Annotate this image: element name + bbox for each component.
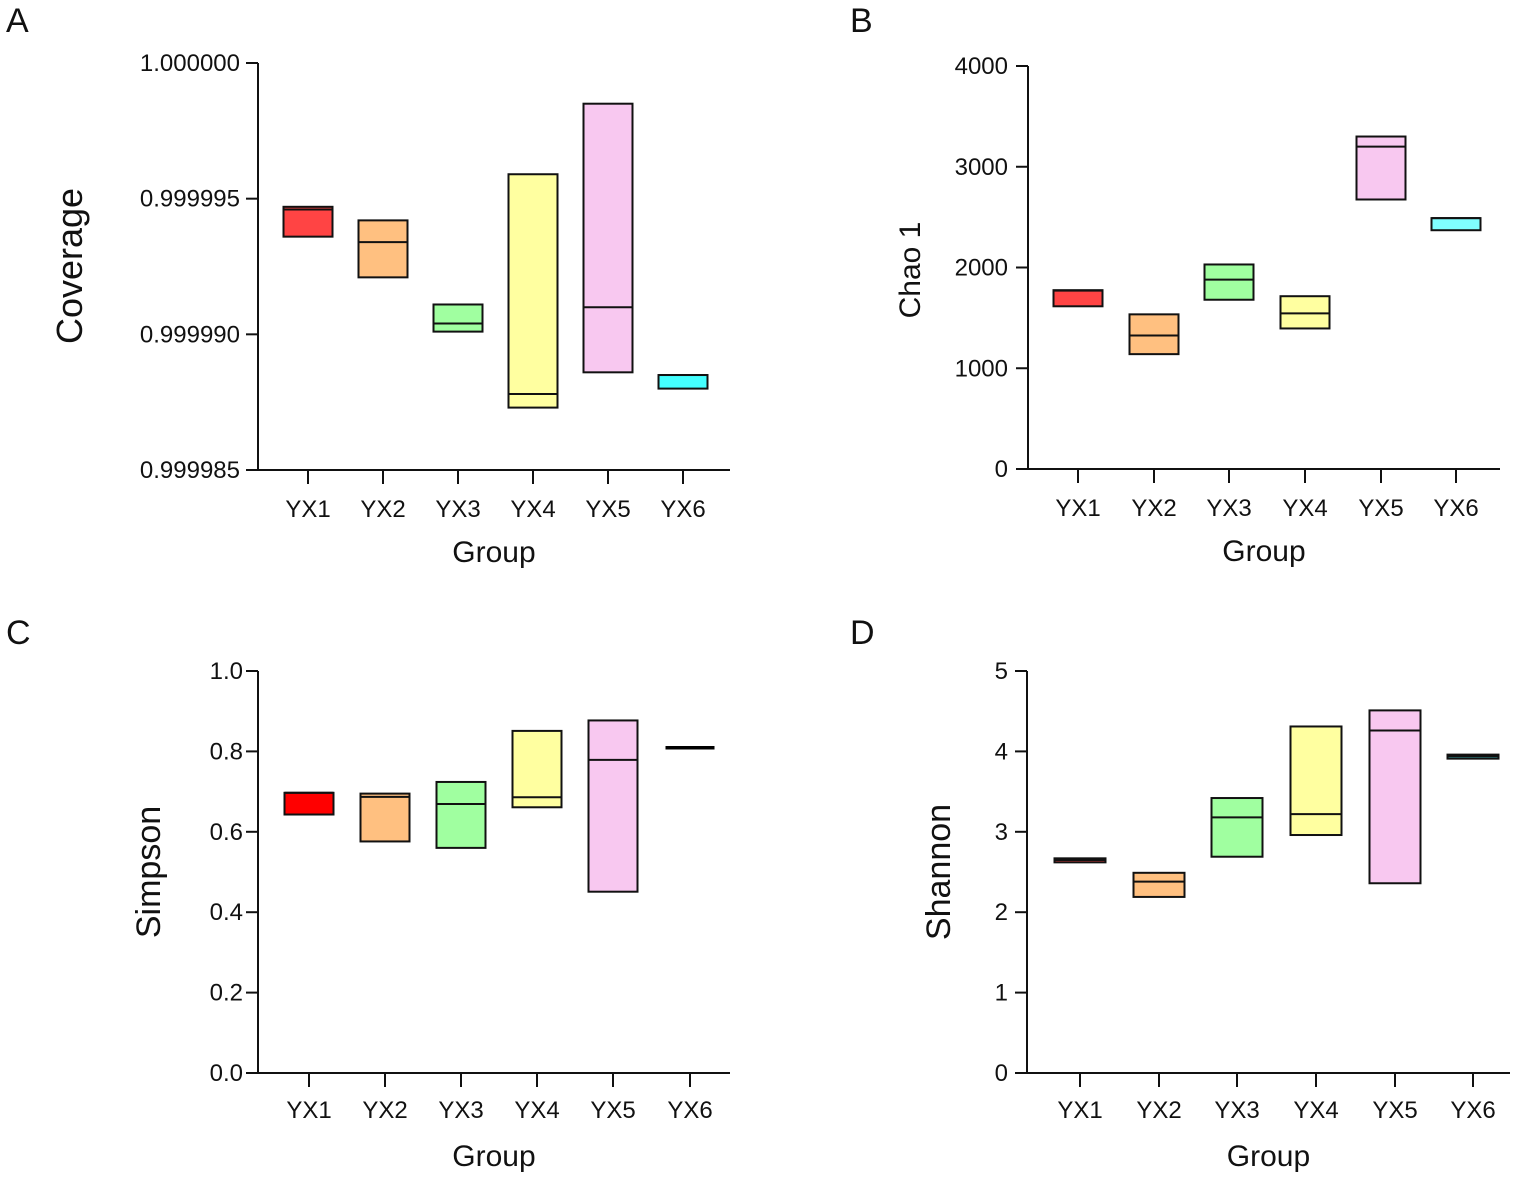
x-axis-title: Group (1222, 535, 1305, 568)
y-tick-label: 1 (995, 980, 1008, 1007)
box-yx2 (1132, 871, 1186, 898)
y-tick-label: 0.0 (210, 1060, 243, 1087)
box-yx3 (1210, 797, 1264, 858)
x-tick-label: YX1 (285, 496, 330, 523)
x-tick-label: YX5 (585, 496, 630, 523)
box-yx3 (432, 303, 484, 333)
box-yx6 (657, 374, 709, 390)
y-tick-label: 0.6 (210, 819, 243, 846)
panel-d: D 0 1 2 3 4 5 YX1 YX2 YX3 YX4 YX5 YX6 Group Shannon (850, 614, 1510, 1173)
x-tick-label: YX1 (286, 1097, 331, 1124)
x-tick-label: YX4 (1282, 495, 1327, 522)
y-tick-label: 2000 (955, 255, 1008, 282)
y-tick-label: 3 (995, 819, 1008, 846)
x-tick-label: YX1 (1055, 495, 1100, 522)
x-tick-label: YX3 (435, 496, 480, 523)
x-tick-label: YX5 (1372, 1097, 1417, 1124)
box-yx2 (357, 219, 409, 279)
y-tick-label: 0.8 (210, 738, 243, 765)
y-tick-label: 3000 (955, 154, 1008, 181)
y-axis-title: Coverage (49, 188, 90, 344)
x-tick-label: YX2 (1131, 495, 1176, 522)
panel-letter: D (850, 614, 875, 652)
x-tick-label: YX4 (1293, 1097, 1338, 1124)
y-tick-label: 2 (995, 899, 1008, 926)
y-axis-title: Simpson (130, 806, 168, 938)
box-yx2 (359, 792, 411, 843)
box-yx5 (1368, 709, 1422, 885)
y-tick-label: 1000 (955, 355, 1008, 382)
x-tick-label: YX2 (360, 496, 405, 523)
y-tick-label: 0 (995, 456, 1008, 483)
x-tick-label: YX4 (514, 1097, 559, 1124)
x-tick-label: YX1 (1057, 1097, 1102, 1124)
y-tick-label: 0.2 (210, 980, 243, 1007)
x-axis-title: Group (452, 1140, 535, 1173)
x-tick-label: YX6 (1450, 1097, 1495, 1124)
box-yx4 (1279, 295, 1331, 330)
panel-b: B 0 1000 2000 3000 4000 YX1 YX2 YX3 YX4 YX5 YX6 Grou… (850, 2, 1500, 568)
x-tick-label: YX5 (1358, 495, 1403, 522)
x-tick-label: YX4 (510, 496, 555, 523)
y-tick-label: 4000 (955, 53, 1008, 80)
x-tick-label: YX2 (362, 1097, 407, 1124)
box-yx4 (507, 173, 559, 409)
box-yx4 (511, 729, 563, 809)
y-tick-label: 1.000000 (140, 50, 240, 77)
x-tick-label: YX2 (1136, 1097, 1181, 1124)
box-yx5 (587, 719, 639, 893)
x-tick-label: YX6 (1433, 495, 1478, 522)
y-tick-label: 0.999990 (140, 321, 240, 348)
box-yx5 (582, 102, 634, 374)
box-yx3 (435, 780, 487, 849)
box-yx1 (1052, 289, 1104, 308)
panel-c: C 0.0 0.2 0.4 0.6 0.8 1.0 YX1 YX2 YX3 YX4 YX5 YX6 Gro… (6, 614, 730, 1173)
y-axis-title: Chao 1 (894, 222, 927, 319)
x-tick-label: YX6 (660, 496, 705, 523)
panel-letter: C (6, 614, 31, 652)
panel-letter: B (850, 2, 873, 40)
box-yx1 (282, 205, 334, 238)
y-tick-label: 0.999995 (140, 186, 240, 213)
box-yx6 (1430, 217, 1482, 232)
x-axis-title: Group (452, 536, 535, 569)
x-tick-label: YX6 (667, 1097, 712, 1124)
y-tick-label: 0.999985 (140, 457, 240, 484)
x-tick-label: YX3 (1214, 1097, 1259, 1124)
box-yx2 (1128, 313, 1180, 356)
y-tick-label: 5 (995, 658, 1008, 685)
box-yx4 (1289, 725, 1343, 837)
x-tick-label: YX3 (1206, 495, 1251, 522)
box-yx3 (1203, 263, 1255, 301)
y-tick-label: 1.0 (210, 658, 243, 685)
x-tick-label: YX3 (438, 1097, 483, 1124)
y-tick-label: 4 (995, 738, 1008, 765)
panel-letter: A (6, 2, 29, 40)
box-yx1 (283, 791, 335, 816)
x-axis-title: Group (1227, 1140, 1310, 1173)
y-tick-label: 0.4 (210, 899, 243, 926)
y-tick-label: 0 (995, 1060, 1008, 1087)
x-tick-label: YX5 (590, 1097, 635, 1124)
panel-a: A 0.999985 0.999990 0.999995 1.000000 YX1 YX2 Y… (6, 2, 730, 569)
y-axis-title: Shannon (920, 804, 958, 940)
